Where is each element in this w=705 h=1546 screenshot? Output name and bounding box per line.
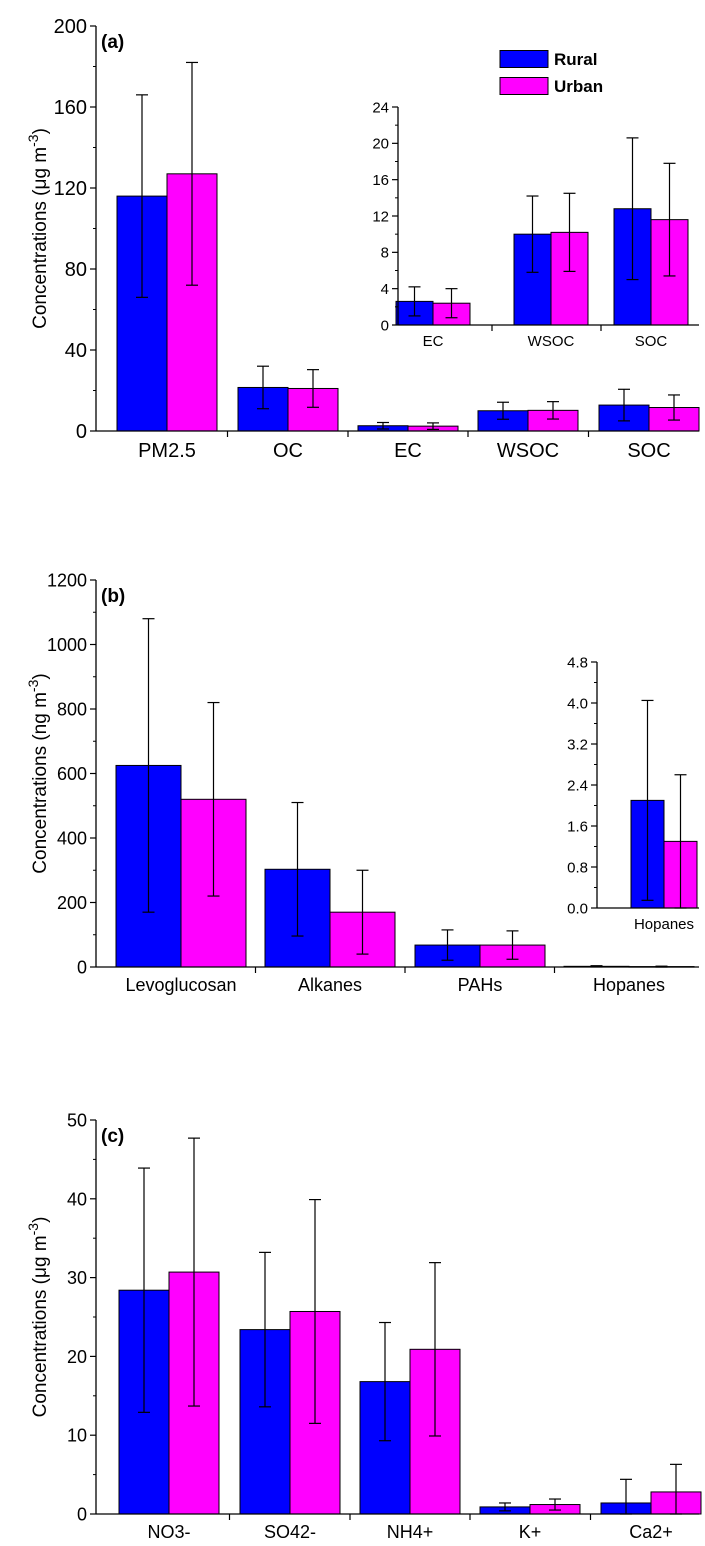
panel-b-inset-ytick-label-5: 4.0 xyxy=(567,695,588,712)
panel-b-inset-ytick-label-1: 0.8 xyxy=(567,859,588,876)
panel-c-y-axis-label-superscript: -3 xyxy=(25,1223,41,1236)
panel-b-ytick-label-3: 600 xyxy=(57,764,87,784)
panel-a-category-label-1: OC xyxy=(273,440,303,462)
panel-c-ytick-label-3: 30 xyxy=(67,1268,87,1288)
panel-a-legend-label-urban: Urban xyxy=(554,77,603,96)
panel-b-inset-ytick-label-4: 3.2 xyxy=(567,736,588,753)
panel-c-y-axis-label: Concentrations (μg m-3) xyxy=(25,1217,51,1418)
panel-c-ytick-label-5: 50 xyxy=(67,1110,87,1130)
panel-b-inset-ytick-label-0: 0.0 xyxy=(567,900,588,917)
panel-b-category-label-2: PAHs xyxy=(458,975,503,995)
panel-a-ytick-label-3: 120 xyxy=(54,178,87,200)
panel-b-ytick-label-1: 200 xyxy=(57,893,87,913)
panel-a-inset-category-label-1: WSOC xyxy=(528,333,575,350)
panel-c-ytick-label-1: 10 xyxy=(67,1426,87,1446)
panel-c-ytick-label-4: 40 xyxy=(67,1189,87,1209)
panel-b-category-label-0: Levoglucosan xyxy=(125,975,236,995)
panel-c-ytick-label-2: 20 xyxy=(67,1347,87,1367)
panel-a-inset-ytick-label-3: 12 xyxy=(372,208,389,225)
panel-b-ytick-label-5: 1000 xyxy=(47,635,87,655)
panel-c-y-axis-label-main: Concentrations (μg m xyxy=(30,1235,51,1417)
panel-a-ytick-label-2: 80 xyxy=(65,259,87,281)
panel-a-panel-label: (a) xyxy=(101,32,124,53)
panel-a-category-label-4: SOC xyxy=(627,440,670,462)
panel-a-inset-category-label-0: EC xyxy=(423,333,444,350)
panel-a-inset-ytick-label-4: 16 xyxy=(372,172,389,189)
panel-a-ytick-label-0: 0 xyxy=(76,421,87,443)
panel-c-y-axis-label-end: ) xyxy=(30,1217,51,1223)
panel-a-y-axis-label-superscript: -3 xyxy=(25,134,41,147)
panel-b-y-axis-label: Concentrations (ng m-3) xyxy=(25,673,51,873)
panel-b-panel-label: (b) xyxy=(101,586,125,607)
panel-c-ytick-label-0: 0 xyxy=(77,1504,87,1524)
panel-a-legend-swatch-rural xyxy=(499,50,549,68)
panel-b-ytick-label-6: 1200 xyxy=(47,570,87,590)
panel-c-category-label-1: SO42- xyxy=(264,1522,316,1542)
panel-a-inset-ytick-label-5: 20 xyxy=(372,136,389,153)
panel-b-ytick-label-4: 800 xyxy=(57,699,87,719)
panel-a-inset-ytick-label-2: 8 xyxy=(381,245,389,262)
panel-a-inset-ytick-label-1: 4 xyxy=(381,281,389,298)
panel-a-inset-category-label-2: SOC xyxy=(635,333,668,350)
panel-b-ytick-label-0: 0 xyxy=(77,957,87,977)
panel-a-ytick-label-5: 200 xyxy=(54,16,87,38)
panel-a-y-axis-label-end: ) xyxy=(30,128,51,134)
panel-b-y-axis-label-end: ) xyxy=(30,673,51,679)
panel-a-category-label-2: EC xyxy=(394,440,422,462)
panel-b-ytick-label-2: 400 xyxy=(57,828,87,848)
panel-b-y-axis-label-superscript: -3 xyxy=(25,679,41,692)
panel-b-category-label-3: Hopanes xyxy=(593,975,665,995)
panel-b-y-axis-label-main: Concentrations (ng m xyxy=(30,692,51,874)
panel-b-inset-ytick-label-3: 2.4 xyxy=(567,777,588,794)
panel-b-inset-ytick-label-2: 1.6 xyxy=(567,818,588,835)
panel-a-inset-ytick-label-6: 24 xyxy=(372,99,389,116)
panel-c-panel-label: (c) xyxy=(101,1126,124,1147)
panel-b-inset-ytick-label-6: 4.8 xyxy=(567,654,588,671)
panel-a-ytick-label-1: 40 xyxy=(65,340,87,362)
panel-c-category-label-3: K+ xyxy=(519,1522,542,1542)
panel-c-category-label-2: NH4+ xyxy=(387,1522,434,1542)
panel-a-category-label-0: PM2.5 xyxy=(138,440,196,462)
panel-b-inset-category-label-0: Hopanes xyxy=(634,916,694,933)
panel-a-y-axis-label-main: Concentrations (μg m xyxy=(30,147,51,329)
panel-a-y-axis-label: Concentrations (μg m-3) xyxy=(25,128,51,329)
panel-b-category-label-1: Alkanes xyxy=(298,975,362,995)
panel-c-category-label-0: NO3- xyxy=(147,1522,190,1542)
panel-a-legend-label-rural: Rural xyxy=(554,50,597,69)
panel-a-inset-ytick-label-0: 0 xyxy=(381,317,389,334)
panel-a-category-label-3: WSOC xyxy=(497,440,559,462)
panel-a-legend-swatch-urban xyxy=(499,77,549,95)
panel-c-category-label-4: Ca2+ xyxy=(629,1522,673,1542)
panel-a-ytick-label-4: 160 xyxy=(54,97,87,119)
